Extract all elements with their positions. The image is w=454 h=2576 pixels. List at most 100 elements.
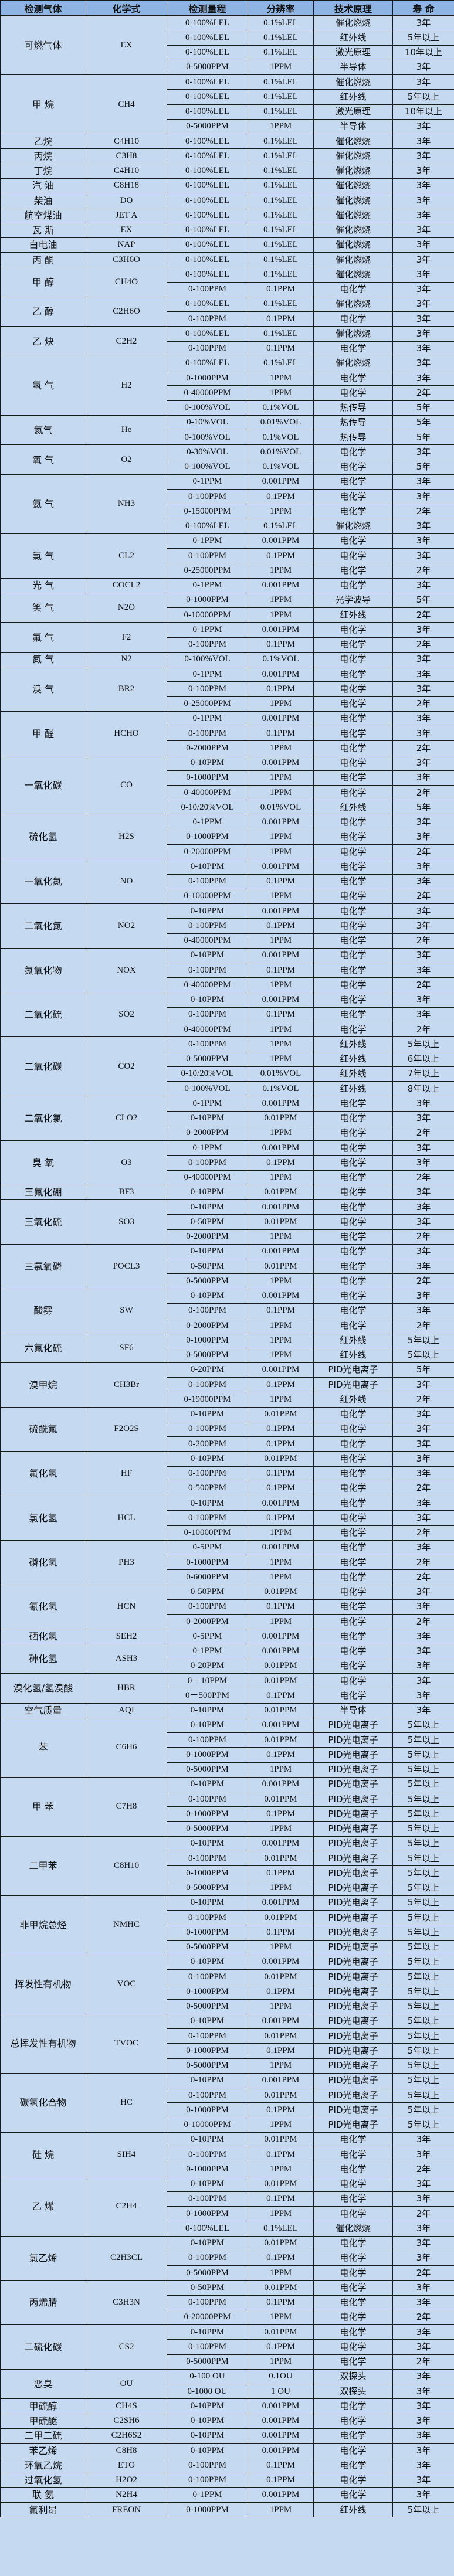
resolution-cell: 0.001PPM [248,2428,314,2444]
formula-cell: BR2 [86,667,167,712]
range-cell: 0-100PPM [167,2146,248,2163]
table-row: 瓦 斯 EX 0-100%LEL 0.1%LEL 催化燃烧 3年 [0,222,454,238]
lifetime-cell: 5年 [392,1362,454,1378]
lifetime-cell: 5年以上 [392,1925,454,1941]
technology-cell: 电化学 [313,933,393,949]
technology-cell: 电化学 [313,1096,393,1112]
resolution-cell: 1PPM [248,1554,314,1571]
lifetime-cell: 3年 [392,1288,454,1304]
resolution-cell: 0.01PPM [248,2324,314,2340]
table-row: 0-50PPM 0.01PPM 电化学 3年 [1,1214,454,1230]
range-cell: 0-10PPM [167,1451,248,1467]
table-row: 0-100PPM 0.01PPM PID光电离子 5年以上 [1,1791,454,1807]
resolution-cell: 1PPM [248,2354,314,2370]
lifetime-cell: 3年 [392,533,454,549]
table-row: 0-5000PPM 1PPM 红外线 6年以上 [1,1051,454,1067]
resolution-cell: 1PPM [248,770,314,786]
resolution-cell: 0.001PPM [248,947,314,964]
gas-detection-spec-table: 检测气体 化学式 检测量程 分辨率 技术原理 寿 命 可燃气体 EX 0-100%L… [0,0,454,2518]
table-row: 氢 气 H2 0-100%LEL 0.1%LEL 催化燃烧 3年 [0,355,454,416]
range-cell: 0-5PPM [167,1540,248,1556]
table-row: 0-100PPM 0.1PPM 电化学 3年 [1,2191,454,2207]
technology-cell: PID光电离子 [313,1999,393,2014]
range-cell: 0-100PPM [167,1421,248,1437]
technology-cell: 催化燃烧 [313,74,393,90]
table-row: 乙 烯 C2H4 0-10PPM 0.01PPM 电化学 3年 [0,2176,454,2237]
technology-cell: 电化学 [313,784,393,801]
lifetime-cell: 3年 [392,2487,454,2503]
lifetime-cell: 2年 [392,1392,454,1408]
technology-cell: 电化学 [313,1569,393,1585]
table-row: 0-100PPM 0.1PPM 电化学 3年 [1,1155,454,1171]
technology-cell: 电化学 [313,533,393,549]
table-row: 航空煤油 JET A 0-100%LEL 0.1%LEL 催化燃烧 3年 [0,208,454,223]
range-cell: 0-10000PPM [167,1525,248,1541]
formula-cell: C6H6 [86,1717,167,1778]
gas-name-cell: 乙 醇 [0,296,86,327]
technology-cell: PID光电离子 [313,2072,393,2089]
range-cell: 0-100%LEL [167,326,248,342]
formula-cell: EX [86,222,167,238]
table-row: 溴甲烷 CH3Br 0-20PPM 0.001PPM PID光电离子 5年 [0,1362,454,1408]
table-row: 0-100PPM 0.01PPM PID光电离子 5年以上 [1,2028,454,2044]
technology-cell: 电化学 [313,1243,393,1260]
lifetime-cell: 5年以上 [392,1732,454,1748]
formula-cell: AQI [86,1702,167,1718]
range-cell: 0-50PPM [167,1258,248,1275]
technology-cell: 电化学 [313,1451,393,1467]
lifetime-cell: 3年 [392,2458,454,2473]
gas-name-cell: 氟 气 [0,622,86,653]
lifetime-cell: 3年 [392,2146,454,2163]
table-row: 0-100%LEL 0.1%LEL 催化燃烧 3年 [1,2221,454,2237]
lifetime-cell: 2年 [392,888,454,905]
resolution-cell: 1PPM [248,1525,314,1541]
table-row: 0-100PPM 0.1PPM 电化学 3年 [1,2250,454,2266]
formula-cell: C4H10 [86,133,167,149]
range-cell: 0-5000PPM [167,1051,248,1067]
table-row: 0-5000PPM 1PPM PID光电离子 5年以上 [1,2058,454,2074]
resolution-cell: 0.001PPM [248,1717,314,1734]
gas-name-cell: 二氧化硫 [0,992,86,1038]
gas-name-cell: 过氧化氢 [0,2472,86,2488]
table-row: 0-200PPM 0.1PPM 电化学 3年 [1,1436,454,1452]
gas-name-cell: 硅 烷 [0,2132,86,2177]
technology-cell: PID光电离子 [313,2058,393,2074]
technology-cell: PID光电离子 [313,1762,393,1778]
table-row: 苯 C6H6 0-10PPM 0.001PPM PID光电离子 5年以上 [0,1717,454,1778]
technology-cell: 电化学 [313,1480,393,1497]
formula-cell: NMHC [86,1895,167,1955]
range-cell: 0-100%LEL [167,252,248,268]
range-cell: 0-5000PPM [167,118,248,135]
range-cell: 0-100%LEL [167,104,248,120]
resolution-cell: 0.001PPM [248,1836,314,1852]
formula-cell: H2S [86,814,167,860]
lifetime-cell: 5年以上 [392,1850,454,1867]
resolution-cell: 0.01PPM [248,1909,314,1926]
lifetime-cell: 3年 [392,1658,454,1674]
technology-cell: PID光电离子 [313,1836,393,1852]
range-cell: 0-40000PPM [167,1170,248,1185]
table-row: 0-10000PPM 1PPM 电化学 2年 [1,1525,454,1541]
lifetime-cell: 3年 [392,1155,454,1171]
range-cell: 0-1PPM [167,533,248,549]
resolution-cell: 0.01PPM [248,2028,314,2044]
lifetime-cell: 3年 [392,874,454,889]
technology-cell: 红外线 [313,1080,393,1097]
formula-cell: ASH3 [86,1643,167,1674]
technology-cell: 催化燃烧 [313,163,393,179]
range-cell: 0-10PPM [167,992,248,1008]
technology-cell: 电化学 [313,947,393,964]
gas-name-cell: 丙 酮 [0,252,86,268]
range-cell: 0-100PPM [167,681,248,697]
gas-name-cell: 氯 气 [0,533,86,579]
technology-cell: PID光电离子 [313,1865,393,1881]
lifetime-cell: 3年 [392,725,454,742]
table-row: 0-40000PPM 1PPM 电化学 2年 [1,1021,454,1038]
resolution-cell: 0.1%LEL [248,252,314,268]
gas-name-cell: 氟利昂 [0,2502,86,2518]
resolution-cell: 0.001PPM [248,859,314,875]
resolution-cell: 1PPM [248,2265,314,2281]
range-cell: 0-10PPM [167,1954,248,1970]
table-row: 0-2000PPM 1PPM 电化学 2年 [1,1229,454,1245]
range-cell: 0-100PPM [167,1036,248,1052]
